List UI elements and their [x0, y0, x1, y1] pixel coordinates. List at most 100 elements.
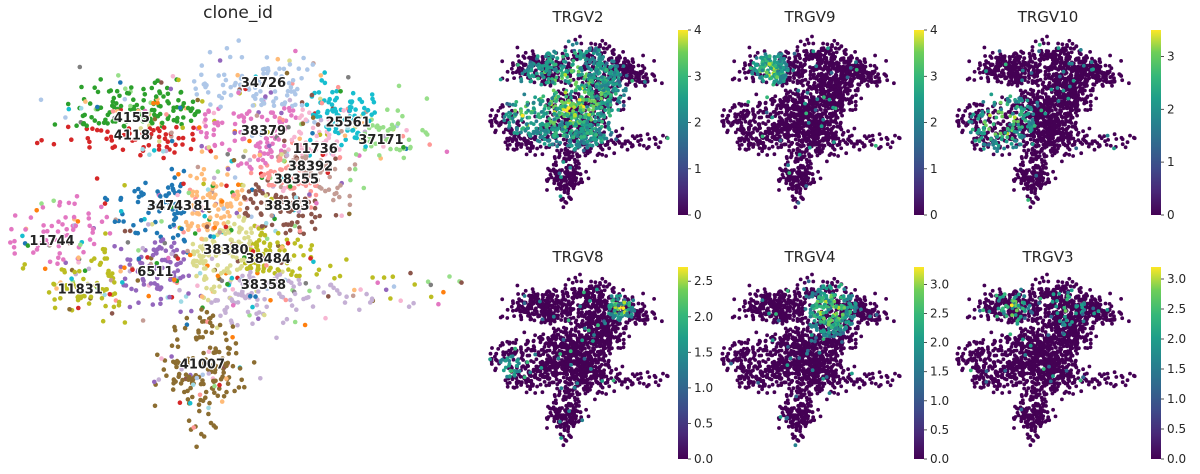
- clone-point: [225, 281, 230, 287]
- clone-point: [159, 120, 165, 126]
- clone-point: [289, 137, 295, 143]
- expression-point: [748, 63, 752, 67]
- clone-point: [209, 330, 215, 336]
- expression-point: [805, 37, 810, 42]
- clone-point: [192, 112, 197, 118]
- clone-point: [247, 109, 252, 114]
- clone-point: [146, 143, 152, 148]
- clone-point: [231, 192, 237, 198]
- clone-point: [273, 71, 279, 76]
- clone-point: [276, 137, 282, 142]
- clone-point: [286, 267, 291, 272]
- expression-point: [541, 64, 545, 68]
- expression-point: [552, 112, 557, 116]
- clone-point: [151, 148, 157, 153]
- clone-label-38355: 38355: [274, 173, 319, 188]
- expression-point: [765, 114, 770, 119]
- expression-point: [565, 134, 570, 139]
- clone-point: [239, 258, 244, 263]
- expression-point: [612, 70, 617, 75]
- clone-point: [122, 183, 127, 188]
- clone-point: [143, 180, 148, 186]
- expression-point: [519, 109, 523, 114]
- clone-point: [173, 379, 178, 384]
- expression-point: [640, 69, 645, 74]
- clone-point: [69, 137, 74, 142]
- expression-point: [511, 147, 516, 152]
- expression-point: [641, 143, 646, 148]
- expression-point: [611, 77, 616, 82]
- clone-point: [239, 73, 245, 79]
- expression-point: [610, 108, 614, 113]
- expression-point: [597, 87, 602, 92]
- clone-point: [156, 134, 162, 140]
- clone-point: [131, 97, 136, 102]
- expression-point: [577, 49, 582, 53]
- clone-point: [120, 147, 126, 153]
- expression-point: [510, 116, 515, 121]
- clone-point: [182, 325, 188, 331]
- clone-point: [318, 73, 324, 78]
- clone-point: [192, 231, 198, 236]
- clone-point: [263, 160, 268, 166]
- expression-point: [569, 183, 574, 188]
- clone-point: [267, 241, 273, 247]
- clone-point: [92, 118, 98, 123]
- expression-point: [608, 74, 613, 79]
- clone-point: [309, 211, 314, 217]
- clone-point: [268, 90, 274, 95]
- clone-point: [233, 350, 239, 356]
- clone-point: [114, 88, 120, 94]
- clone-point: [289, 113, 294, 118]
- clone-point: [169, 343, 175, 349]
- clone-point: [167, 294, 172, 300]
- clone-point: [281, 222, 286, 228]
- expression-point: [611, 88, 615, 93]
- clone-point: [195, 164, 201, 170]
- clone-point: [308, 256, 313, 261]
- expression-point: [854, 93, 858, 97]
- clone-point: [425, 132, 430, 137]
- expression-point: [609, 93, 613, 97]
- expression-point: [594, 84, 599, 89]
- expression-point: [621, 64, 626, 68]
- clone-point: [289, 303, 295, 308]
- clone-point: [125, 240, 131, 245]
- clone-point: [226, 269, 231, 275]
- clone-point: [181, 101, 187, 106]
- clone-point: [116, 299, 122, 305]
- expression-point: [544, 80, 549, 85]
- clone-point: [319, 78, 325, 83]
- clone-point: [190, 241, 196, 247]
- expression-point: [585, 145, 590, 150]
- clone-point: [279, 74, 284, 79]
- clone-label-34726: 34726: [241, 76, 286, 91]
- clone-point: [164, 373, 169, 379]
- expression-point: [544, 124, 549, 129]
- clone-point: [111, 95, 117, 101]
- expression-point: [606, 126, 611, 130]
- expression-point: [488, 113, 493, 118]
- expression-point: [721, 118, 726, 123]
- clone-point: [99, 204, 104, 210]
- clone-point: [84, 123, 89, 128]
- clone-point: [203, 117, 208, 122]
- expression-point: [821, 41, 825, 46]
- expression-point: [541, 94, 546, 99]
- clone-point: [346, 115, 352, 121]
- expression-point: [555, 144, 560, 149]
- clone-point: [271, 182, 277, 187]
- clone-point: [301, 55, 306, 61]
- clone-point: [170, 235, 176, 241]
- expression-point: [839, 71, 844, 76]
- clone-point: [251, 360, 257, 365]
- expression-point: [867, 74, 872, 79]
- clone-point: [52, 305, 58, 311]
- clone-point: [310, 131, 315, 136]
- expression-point: [732, 59, 737, 64]
- clone-point: [318, 117, 324, 123]
- clone-point: [209, 300, 214, 305]
- clone-point: [385, 107, 390, 112]
- expression-point: [644, 72, 648, 77]
- clone-point: [165, 91, 171, 97]
